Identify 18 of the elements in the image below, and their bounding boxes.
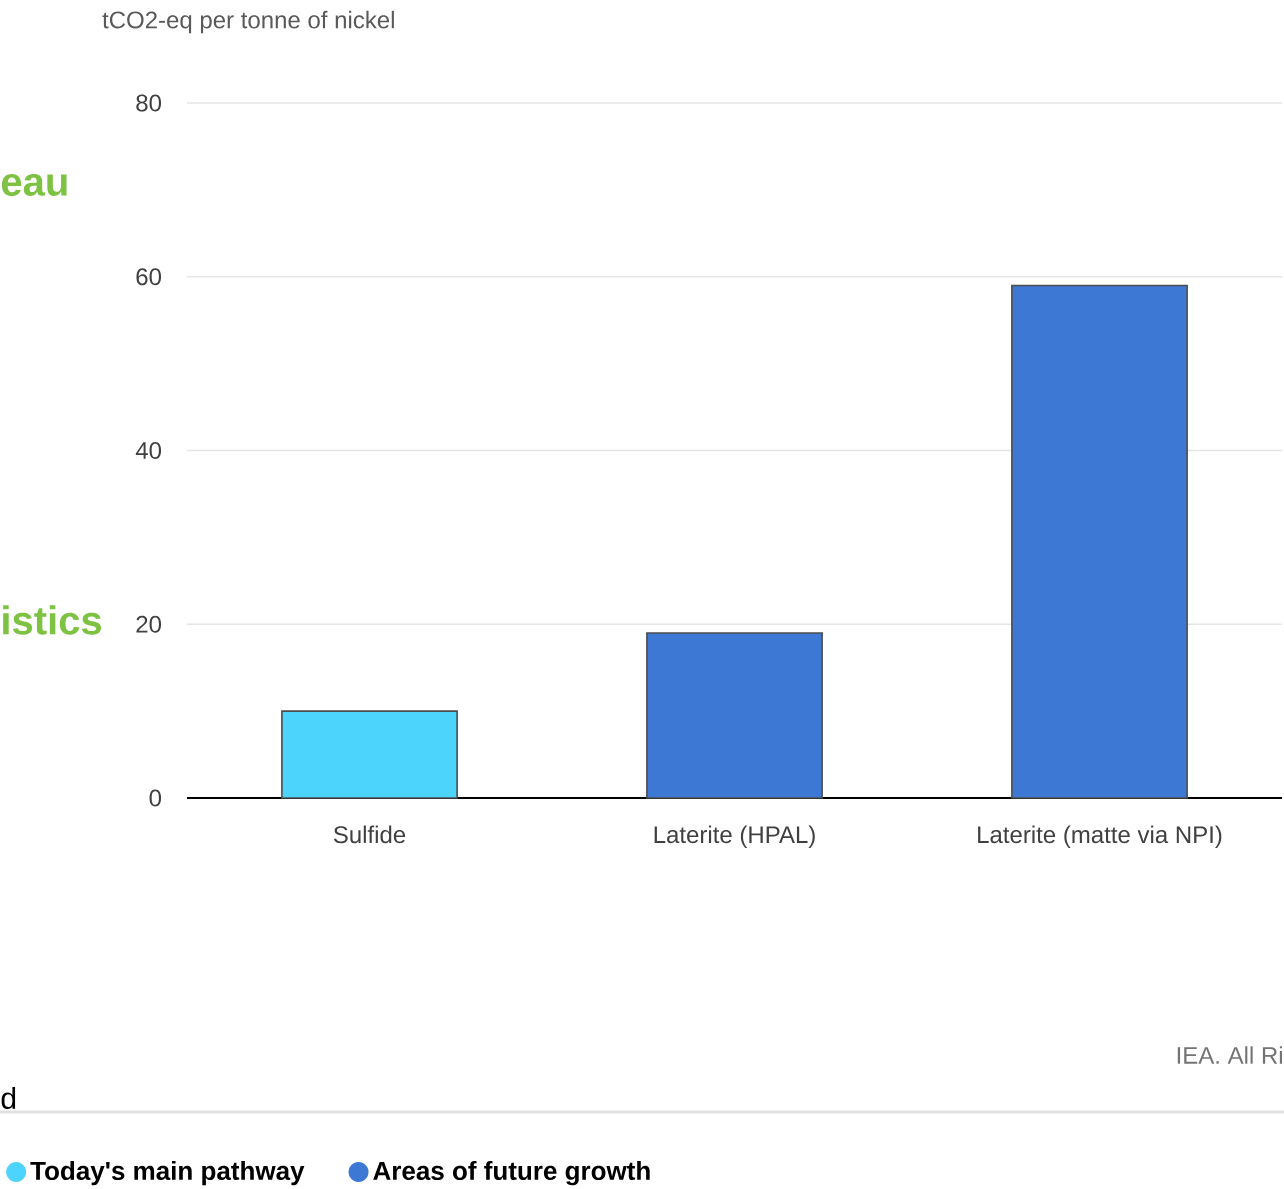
y-axis-title: tCO2-eq per tonne of nickel <box>102 10 394 34</box>
text: istics <box>3 605 102 635</box>
bar <box>281 710 458 799</box>
bar <box>646 632 823 799</box>
text: d <box>1 1086 16 1109</box>
x-tick-label: Sulfide <box>333 825 406 844</box>
legend-label: Areas of future growth <box>373 1160 650 1186</box>
y-tick-label: 60 <box>136 268 162 286</box>
y-tick-label: 20 <box>136 615 162 633</box>
x-tick-label: Laterite (HPAL) <box>654 825 815 848</box>
y-tick-label: 0 <box>149 789 162 807</box>
x-tick-label: Laterite (matte via NPI) <box>978 825 1222 848</box>
text: eau <box>1 174 67 196</box>
legend-label: Today's main pathway <box>30 1160 305 1186</box>
y-tick-label: 40 <box>135 442 162 460</box>
bar <box>1011 284 1188 799</box>
text: IEA. All Ri <box>1177 1046 1282 1064</box>
y-tick-label: 80 <box>136 94 162 112</box>
